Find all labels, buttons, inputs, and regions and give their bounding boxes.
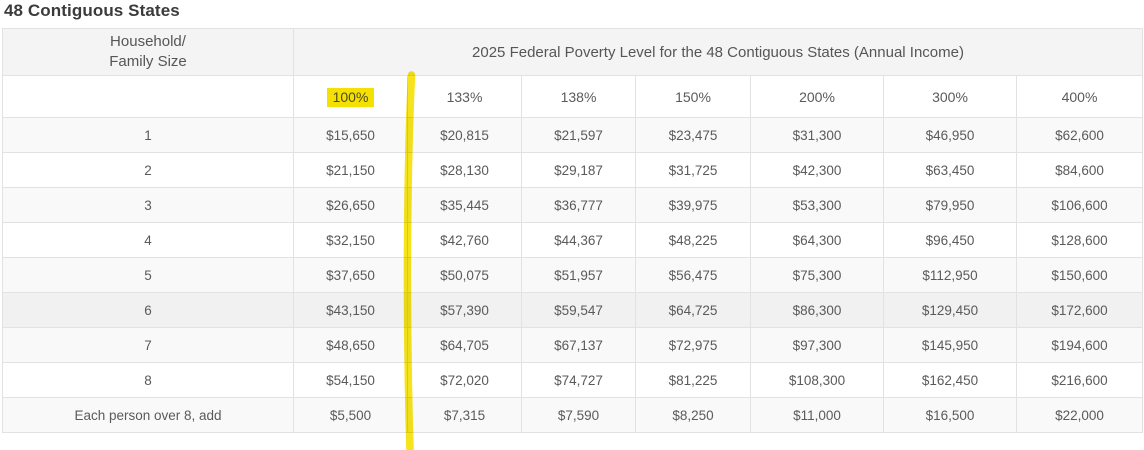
table-row: 4 $32,150 $42,760 $44,367 $48,225 $64,30… xyxy=(2,222,1144,258)
household-size-cell: 4 xyxy=(2,222,294,258)
fpl-value-cell: $81,225 xyxy=(635,362,751,398)
fpl-value-cell: $23,475 xyxy=(635,117,751,153)
table-row: 1 $15,650 $20,815 $21,597 $23,475 $31,30… xyxy=(2,117,1144,153)
fpl-value-cell: $75,300 xyxy=(750,257,884,293)
fpl-value-cell: $63,450 xyxy=(883,152,1017,188)
fpl-value-cell: $79,950 xyxy=(883,187,1017,223)
fpl-value-cell: $64,705 xyxy=(407,327,522,363)
main-header: 2025 Federal Poverty Level for the 48 Co… xyxy=(292,28,1144,76)
household-size-cell: 1 xyxy=(2,117,294,153)
fpl-value-cell: $216,600 xyxy=(1015,362,1144,398)
empty-corner-cell xyxy=(2,75,294,118)
fpl-value-cell: $35,445 xyxy=(407,187,522,223)
fpl-value-cell: $57,390 xyxy=(407,292,522,328)
household-size-cell: 6 xyxy=(2,292,294,328)
fpl-value-cell: $48,225 xyxy=(635,222,751,258)
fpl-value-cell: $37,650 xyxy=(293,257,408,293)
fpl-value-cell: $43,150 xyxy=(293,292,408,328)
percent-header-cell-300: 300% xyxy=(883,75,1017,118)
household-size-cell: 2 xyxy=(2,152,294,188)
fpl-value-cell: $29,187 xyxy=(521,152,636,188)
percent-100-highlight: 100% xyxy=(326,87,375,107)
fpl-table: Household/ Family Size 2025 Federal Pove… xyxy=(2,28,1144,433)
fpl-value-cell: $53,300 xyxy=(750,187,884,223)
fpl-value-cell: $51,957 xyxy=(521,257,636,293)
table-row: 7 $48,650 $64,705 $67,137 $72,975 $97,30… xyxy=(2,327,1144,363)
fpl-value-cell: $22,000 xyxy=(1015,397,1144,433)
fpl-value-cell: $26,650 xyxy=(293,187,408,223)
fpl-value-cell: $28,130 xyxy=(407,152,522,188)
percent-header-row: 100% 133% 138% 150% 200% 300% 400% xyxy=(2,75,1144,118)
table-row: 8 $54,150 $72,020 $74,727 $81,225 $108,3… xyxy=(2,362,1144,398)
household-size-cell: 8 xyxy=(2,362,294,398)
fpl-value-cell: $31,300 xyxy=(750,117,884,153)
fpl-value-cell: $108,300 xyxy=(750,362,884,398)
fpl-value-cell: $32,150 xyxy=(293,222,408,258)
fpl-value-cell: $20,815 xyxy=(407,117,522,153)
percent-header-cell-200: 200% xyxy=(750,75,884,118)
fpl-value-cell: $64,725 xyxy=(635,292,751,328)
fpl-value-cell: $11,000 xyxy=(750,397,884,433)
page-title: 48 Contiguous States xyxy=(4,1,180,20)
household-size-cell: 7 xyxy=(2,327,294,363)
table-row: 5 $37,650 $50,075 $51,957 $56,475 $75,30… xyxy=(2,257,1144,293)
fpl-value-cell: $7,590 xyxy=(521,397,636,433)
table-row: 3 $26,650 $35,445 $36,777 $39,975 $53,30… xyxy=(2,187,1144,223)
household-size-cell: Each person over 8, add xyxy=(2,397,294,433)
fpl-value-cell: $31,725 xyxy=(635,152,751,188)
fpl-value-cell: $21,150 xyxy=(293,152,408,188)
fpl-value-cell: $15,650 xyxy=(293,117,408,153)
fpl-value-cell: $56,475 xyxy=(635,257,751,293)
table-row: 2 $21,150 $28,130 $29,187 $31,725 $42,30… xyxy=(2,152,1144,188)
fpl-value-cell: $150,600 xyxy=(1015,257,1144,293)
fpl-value-cell: $194,600 xyxy=(1015,327,1144,363)
fpl-value-cell: $59,547 xyxy=(521,292,636,328)
fpl-value-cell: $46,950 xyxy=(883,117,1017,153)
fpl-value-cell: $128,600 xyxy=(1015,222,1144,258)
fpl-value-cell: $44,367 xyxy=(521,222,636,258)
fpl-value-cell: $67,137 xyxy=(521,327,636,363)
fpl-value-cell: $8,250 xyxy=(635,397,751,433)
fpl-value-cell: $129,450 xyxy=(883,292,1017,328)
table-row: Each person over 8, add $5,500 $7,315 $7… xyxy=(2,397,1144,433)
percent-header-cell-100: 100% xyxy=(293,75,408,118)
fpl-value-cell: $48,650 xyxy=(293,327,408,363)
fpl-value-cell: $36,777 xyxy=(521,187,636,223)
table-header-row: Household/ Family Size 2025 Federal Pove… xyxy=(2,28,1144,76)
fpl-value-cell: $42,300 xyxy=(750,152,884,188)
fpl-value-cell: $62,600 xyxy=(1015,117,1144,153)
household-size-header: Household/ Family Size xyxy=(2,28,294,76)
fpl-value-cell: $39,975 xyxy=(635,187,751,223)
fpl-value-cell: $106,600 xyxy=(1015,187,1144,223)
fpl-value-cell: $64,300 xyxy=(750,222,884,258)
fpl-value-cell: $72,020 xyxy=(407,362,522,398)
fpl-value-cell: $97,300 xyxy=(750,327,884,363)
fpl-value-cell: $21,597 xyxy=(521,117,636,153)
fpl-value-cell: $74,727 xyxy=(521,362,636,398)
fpl-value-cell: $16,500 xyxy=(883,397,1017,433)
fpl-value-cell: $84,600 xyxy=(1015,152,1144,188)
fpl-value-cell: $54,150 xyxy=(293,362,408,398)
fpl-value-cell: $145,950 xyxy=(883,327,1017,363)
fpl-value-cell: $72,975 xyxy=(635,327,751,363)
fpl-value-cell: $7,315 xyxy=(407,397,522,433)
fpl-value-cell: $172,600 xyxy=(1015,292,1144,328)
percent-header-cell-133: 133% xyxy=(407,75,522,118)
household-size-cell: 3 xyxy=(2,187,294,223)
percent-header-cell-150: 150% xyxy=(635,75,751,118)
fpl-value-cell: $162,450 xyxy=(883,362,1017,398)
fpl-value-cell: $112,950 xyxy=(883,257,1017,293)
household-size-cell: 5 xyxy=(2,257,294,293)
percent-header-cell-138: 138% xyxy=(521,75,636,118)
fpl-value-cell: $42,760 xyxy=(407,222,522,258)
fpl-value-cell: $96,450 xyxy=(883,222,1017,258)
fpl-value-cell: $86,300 xyxy=(750,292,884,328)
table-row: 6 $43,150 $57,390 $59,547 $64,725 $86,30… xyxy=(2,292,1144,328)
percent-header-cell-400: 400% xyxy=(1015,75,1144,118)
fpl-value-cell: $5,500 xyxy=(293,397,408,433)
fpl-value-cell: $50,075 xyxy=(407,257,522,293)
